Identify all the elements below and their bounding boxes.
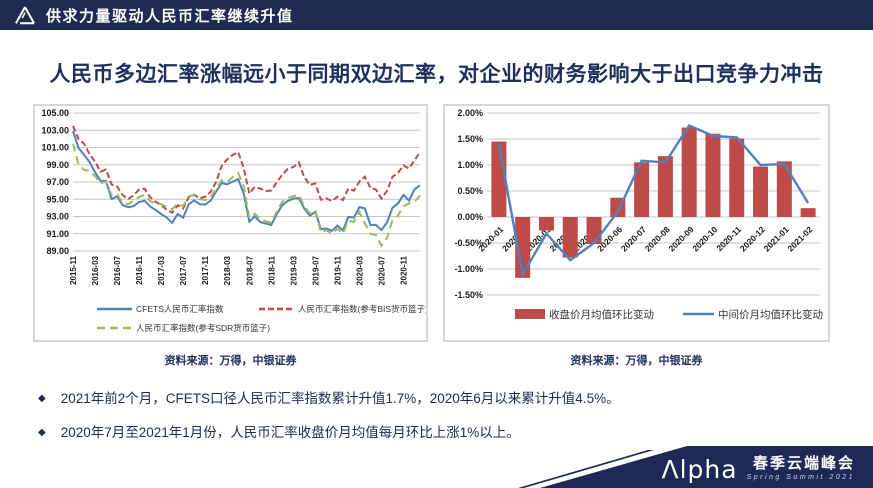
bullet-item: ◆ 2021年前2个月，CFETS口径人民币汇率指数累计升值1.7%，2020年… [38, 390, 838, 408]
svg-text:2018-07: 2018-07 [245, 255, 254, 285]
alpha-triangle-icon [15, 6, 35, 25]
right-legend: 收盘价月均值环比变动 中间价月均值环比变动 [515, 308, 823, 321]
svg-text:2020-07: 2020-07 [377, 255, 386, 285]
svg-text:91.00: 91.00 [46, 229, 69, 239]
diamond-bullet-icon: ◆ [38, 393, 46, 404]
right-chart-svg: 2.00% 1.50% 1.00% 0.50% 0.00% -0.50% -1.00% -1.… [454, 108, 823, 321]
svg-text:1.00%: 1.00% [457, 160, 483, 170]
svg-text:-1.50%: -1.50% [454, 290, 483, 300]
svg-text:2020-07: 2020-07 [619, 224, 648, 253]
svg-text:2018-03: 2018-03 [223, 255, 232, 285]
event-block: 春季云端峰会 Spring Summit 2021 [747, 455, 855, 483]
bullet-text: 2020年7月至2021年1月份，人民币汇率收盘价月均值每月环比上涨1%以上。 [60, 425, 520, 440]
svg-text:2016-07: 2016-07 [113, 255, 122, 285]
bullet-item: ◆ 2020年7月至2021年1月份，人民币汇率收盘价月均值每月环比上涨1%以上… [38, 424, 838, 442]
svg-text:中间价月均值环比变动: 中间价月均值环比变动 [718, 308, 823, 321]
svg-text:收盘价月均值环比变动: 收盘价月均值环比变动 [549, 308, 654, 321]
svg-text:103.00: 103.00 [41, 125, 69, 135]
svg-text:1.50%: 1.50% [457, 134, 483, 144]
svg-text:2020-08: 2020-08 [643, 224, 672, 253]
svg-text:99.00: 99.00 [46, 160, 69, 170]
svg-text:2020-03: 2020-03 [355, 255, 364, 285]
bullet-list: ◆ 2021年前2个月，CFETS口径人民币汇率指数累计升值1.7%，2020年… [38, 390, 838, 458]
right-source-note: 资料来源：万得，中银证券 [570, 355, 703, 367]
slide-title: 人民币多边汇率涨幅远小于同期双边汇率，对企业的财务影响大于出口竞争力冲击 [49, 63, 824, 86]
right-chart-panel: 2.00% 1.50% 1.00% 0.50% 0.00% -0.50% -1.00% -1.… [443, 104, 830, 342]
right-line-series [497, 123, 810, 278]
svg-text:-1.00%: -1.00% [454, 264, 483, 274]
bullet-text: 2021年前2个月，CFETS口径人民币汇率指数累计升值1.7%，2020年6月… [60, 391, 620, 406]
svg-text:2.00%: 2.00% [457, 108, 483, 118]
svg-text:2017-07: 2017-07 [179, 255, 188, 285]
svg-text:105.00: 105.00 [41, 108, 69, 118]
footer-content: Λlpha 春季云端峰会 Spring Summit 2021 [661, 455, 855, 483]
svg-text:-0.50%: -0.50% [454, 238, 483, 248]
diamond-bullet-icon: ◆ [38, 427, 46, 438]
svg-text:2019-07: 2019-07 [311, 255, 320, 285]
svg-text:2020-09: 2020-09 [666, 224, 695, 253]
svg-text:0.00%: 0.00% [457, 212, 483, 222]
svg-text:2016-11: 2016-11 [135, 255, 144, 284]
svg-text:人民币汇率指数(参考BIS货币篮子): 人民币汇率指数(参考BIS货币篮子) [298, 304, 426, 314]
svg-text:2015-11: 2015-11 [69, 255, 78, 284]
svg-text:CFETS人民币汇率指数: CFETS人民币汇率指数 [136, 304, 224, 314]
left-axes: 105.00 103.00 101.00 99.00 97.00 95.00 93.00 91… [41, 108, 420, 285]
left-series [72, 125, 421, 248]
svg-text:2021-01: 2021-01 [762, 224, 791, 253]
svg-text:95.00: 95.00 [46, 194, 69, 204]
event-name-en: Spring Summit 2021 [746, 474, 855, 482]
svg-text:2019-11: 2019-11 [333, 255, 342, 284]
header-bar: 供求力量驱动人民币汇率继续升值 [0, 0, 873, 30]
svg-text:2021-02: 2021-02 [785, 224, 814, 253]
left-legend: CFETS人民币汇率指数 人民币汇率指数(参考BIS货币篮子) 人民币汇率指数(参考… [97, 304, 428, 333]
svg-text:2019-03: 2019-03 [289, 255, 298, 285]
svg-text:2020-12: 2020-12 [738, 224, 767, 253]
svg-text:2016-03: 2016-03 [91, 255, 100, 285]
svg-text:0.50%: 0.50% [457, 186, 483, 196]
svg-text:2018-11: 2018-11 [267, 255, 276, 284]
left-source-note: 资料来源：万得，中银证券 [164, 355, 297, 367]
svg-text:人民币汇率指数(参考SDR货币篮子): 人民币汇率指数(参考SDR货币篮子) [136, 323, 270, 333]
alpha-logo: Λlpha [661, 454, 738, 484]
left-chart-panel: 105.00 103.00 101.00 99.00 97.00 95.00 93.00 91… [33, 104, 428, 342]
left-chart-svg: 105.00 103.00 101.00 99.00 97.00 95.00 93.00 91… [41, 108, 428, 333]
svg-text:2017-03: 2017-03 [157, 255, 166, 285]
svg-text:97.00: 97.00 [46, 177, 69, 187]
svg-text:2020-11: 2020-11 [399, 255, 408, 284]
svg-text:89.00: 89.00 [46, 246, 69, 256]
header-title: 供求力量驱动人民币汇率继续升值 [46, 7, 294, 25]
svg-text:2020-10: 2020-10 [690, 224, 719, 253]
svg-text:93.00: 93.00 [46, 212, 69, 222]
right-bars [491, 127, 816, 278]
svg-text:2017-11: 2017-11 [201, 255, 210, 284]
svg-text:101.00: 101.00 [41, 143, 69, 153]
